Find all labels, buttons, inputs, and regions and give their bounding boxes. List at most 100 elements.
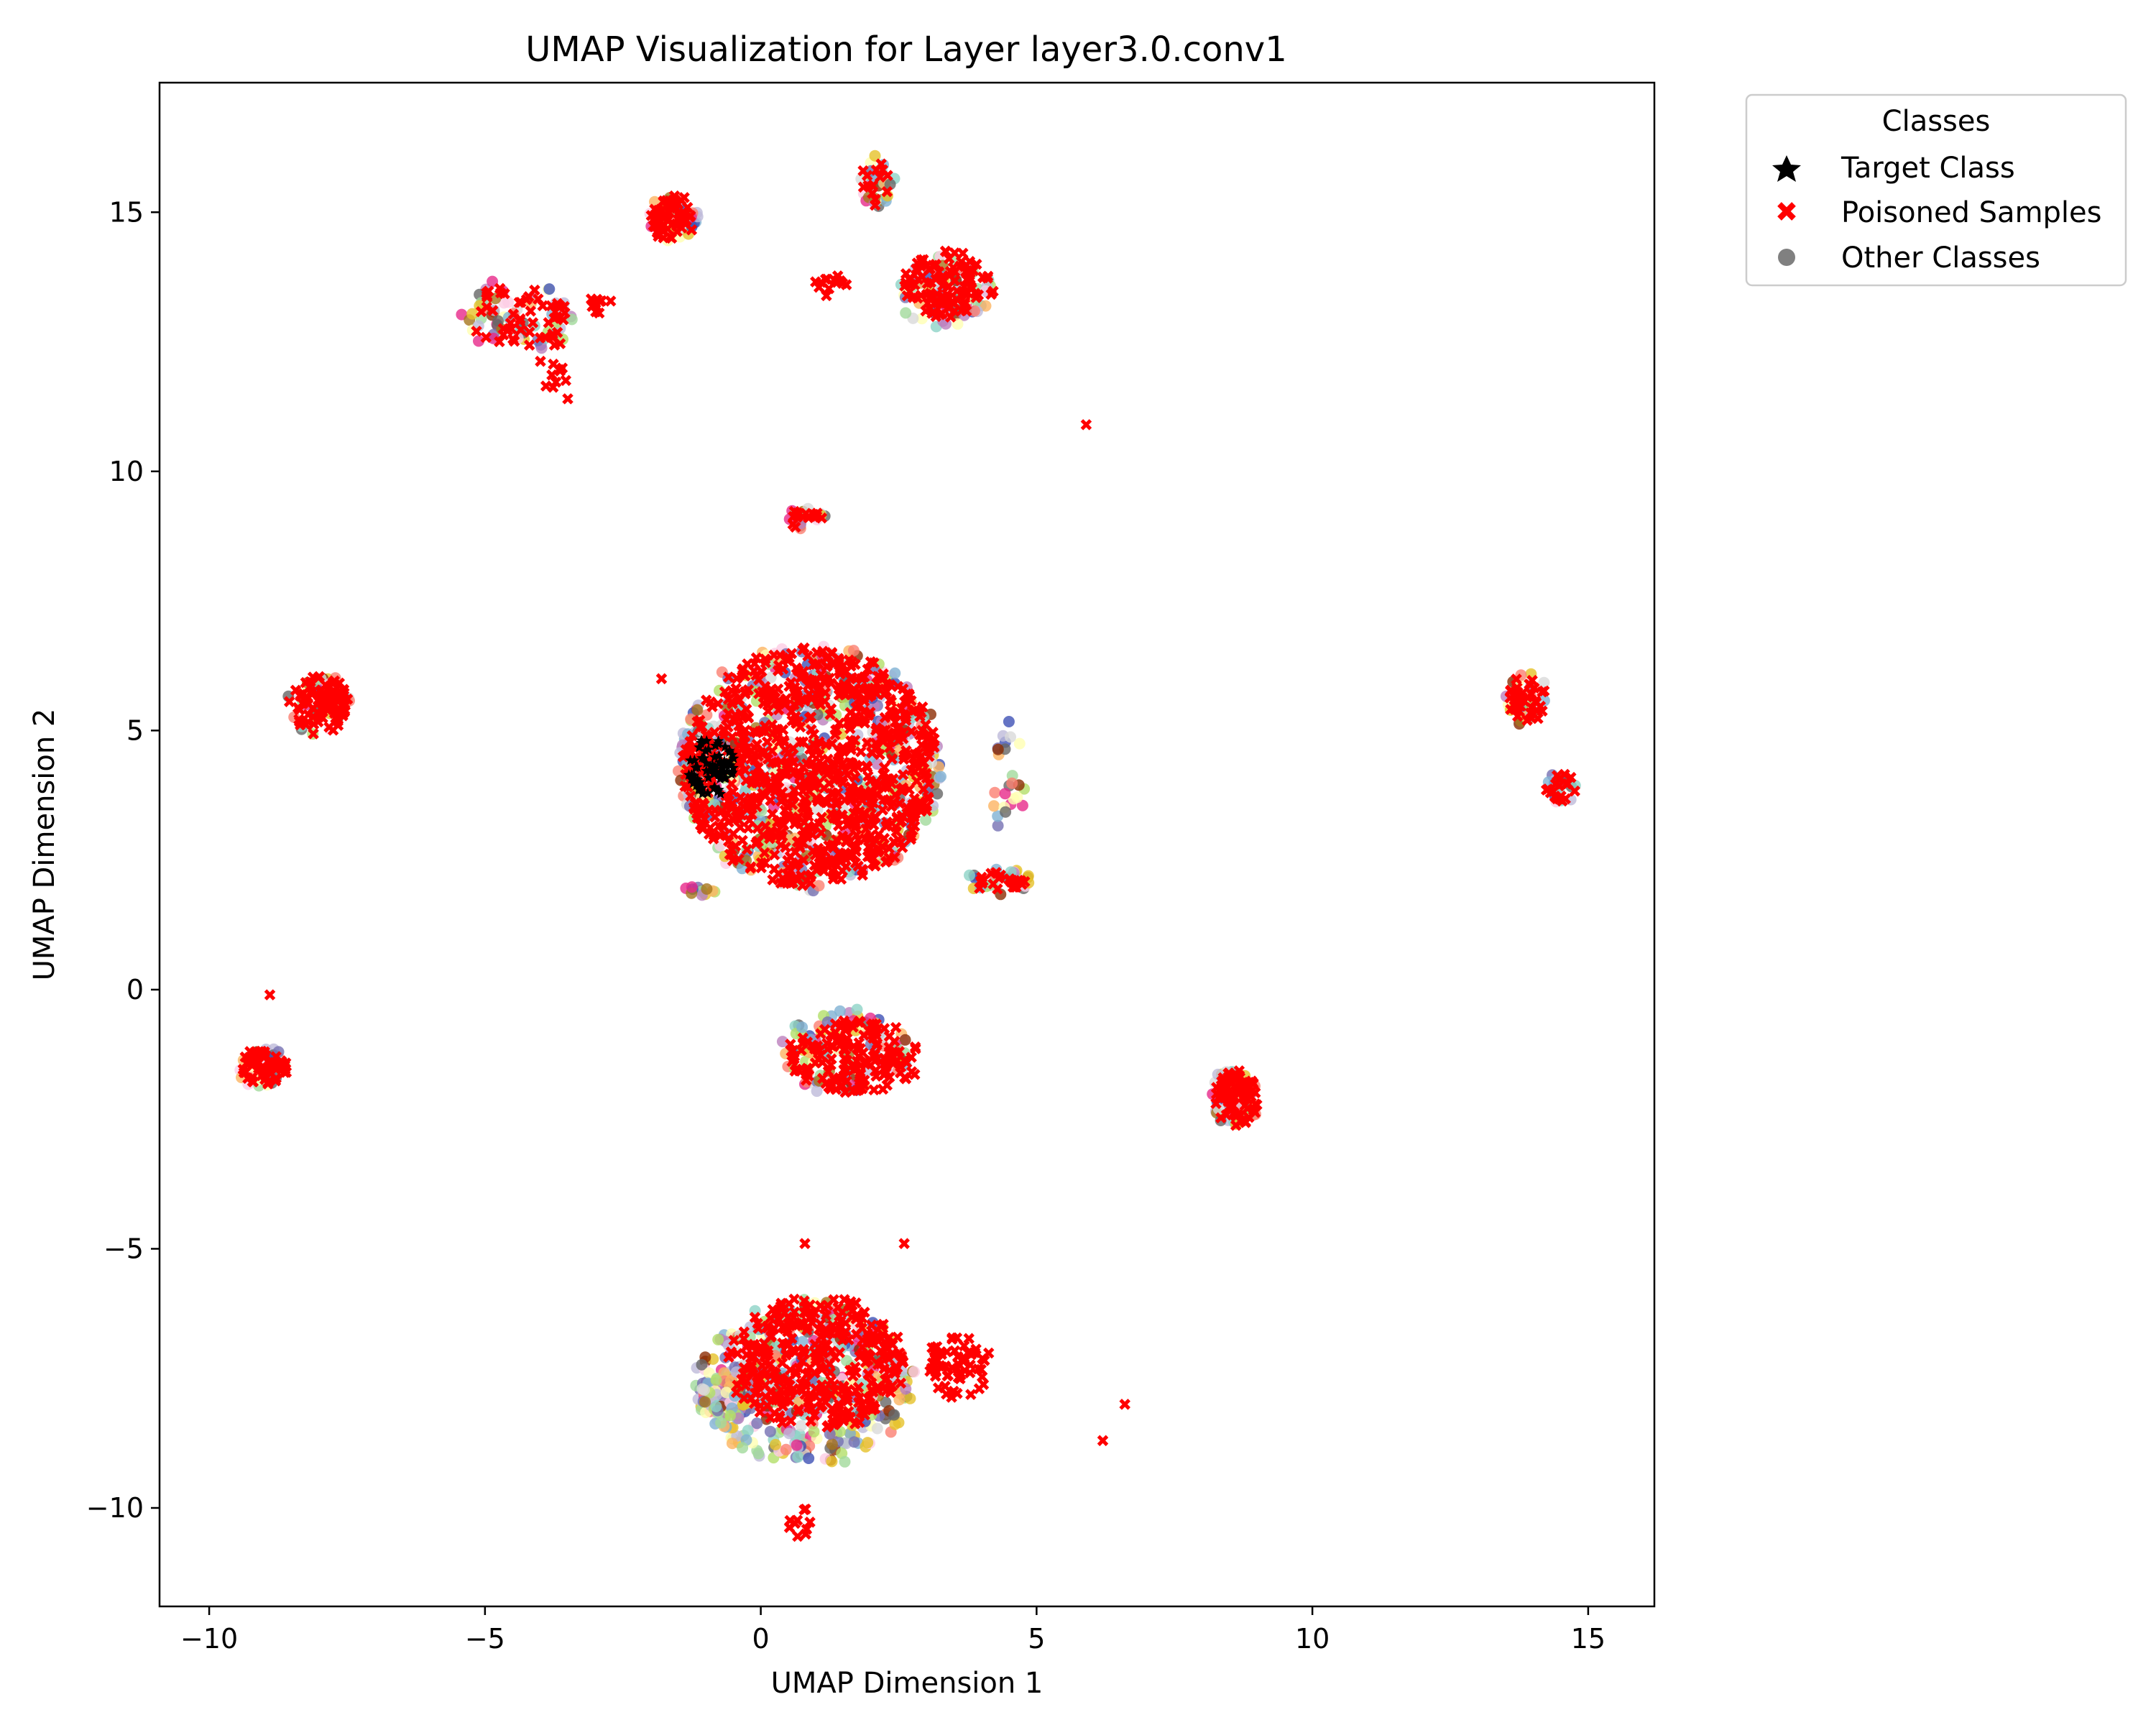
poisoned-sample-point — [761, 736, 773, 748]
poisoned-sample-point — [862, 770, 874, 782]
poisoned-sample-point — [788, 681, 801, 693]
poisoned-sample-point — [1080, 419, 1092, 431]
poisoned-sample-point — [890, 1021, 902, 1034]
poisoned-sample-point — [772, 665, 784, 676]
poisoned-sample-point — [909, 704, 921, 716]
poisoned-sample-point — [312, 707, 324, 719]
poisoned-sample-point — [558, 300, 570, 313]
poisoned-sample-point — [788, 1306, 801, 1318]
poisoned-sample-point — [868, 1084, 880, 1096]
poisoned-sample-point — [740, 775, 752, 786]
poisoned-sample-point — [848, 688, 860, 699]
poisoned-sample-point — [792, 1530, 803, 1542]
poisoned-sample-point — [774, 815, 786, 827]
target-class-point — [709, 781, 720, 792]
poisoned-sample-point — [739, 737, 751, 749]
poisoned-sample-point — [741, 1349, 752, 1361]
poisoned-sample-point — [721, 807, 732, 819]
poisoned-sample-point — [1233, 1065, 1245, 1077]
poisoned-sample-point — [865, 1319, 877, 1331]
poisoned-sample-point — [833, 755, 845, 768]
target-class-point — [702, 787, 714, 799]
poisoned-sample-point — [826, 1389, 837, 1401]
poisoned-sample-point — [883, 1047, 895, 1059]
poisoned-sample-point — [766, 826, 778, 838]
poisoned-sample-point — [760, 1379, 771, 1392]
poisoned-sample-point — [797, 644, 808, 656]
poisoned-sample-point — [811, 647, 823, 658]
poisoned-sample-point — [238, 1067, 250, 1079]
poisoned-sample-point — [733, 740, 745, 752]
poisoned-sample-point — [791, 1514, 803, 1526]
poisoned-sample-point — [814, 755, 826, 768]
poisoned-sample-point — [846, 672, 858, 684]
poisoned-sample-point — [560, 374, 572, 387]
other-class-point — [824, 1428, 836, 1440]
poisoned-sample-point — [782, 1385, 794, 1397]
poisoned-sample-point — [857, 165, 869, 177]
poisoned-sample-point — [861, 762, 873, 773]
poisoned-sample-point — [254, 1046, 266, 1058]
poisoned-sample-point — [829, 1419, 840, 1431]
poisoned-sample-point — [781, 1323, 793, 1335]
poisoned-sample-point — [884, 705, 896, 717]
target-class-point — [719, 755, 730, 766]
other-class-point — [1006, 777, 1018, 789]
target-class-point — [727, 762, 739, 773]
poisoned-sample-point — [895, 837, 907, 848]
poisoned-sample-point — [796, 1378, 807, 1389]
legend-label-target-class: Target Class — [1841, 152, 2015, 185]
target-class-point — [714, 756, 725, 768]
poisoned-sample-point — [929, 306, 940, 318]
poisoned-sample-point — [882, 170, 893, 181]
poisoned-sample-point — [885, 1056, 897, 1067]
target-class-point — [688, 776, 700, 786]
other-class-point — [770, 1438, 782, 1450]
poisoned-sample-point — [982, 272, 993, 284]
poisoned-sample-point — [819, 1024, 831, 1036]
poisoned-sample-point — [827, 788, 839, 799]
other-class-point — [696, 1358, 708, 1371]
poisoned-sample-point — [815, 827, 827, 839]
poisoned-sample-point — [909, 1069, 921, 1080]
legend: Classes Target Class Poisoned Samples Ot… — [1745, 93, 2127, 287]
poisoned-sample-point — [799, 794, 811, 806]
poisoned-sample-point — [812, 842, 824, 855]
poisoned-sample-point — [923, 793, 934, 805]
poisoned-sample-point — [275, 1055, 287, 1067]
poisoned-sample-point — [911, 775, 923, 787]
poisoned-sample-point — [779, 1307, 791, 1319]
poisoned-sample-point — [870, 193, 881, 206]
target-class-point — [691, 761, 703, 772]
poisoned-sample-point — [1538, 685, 1550, 697]
other-class-point — [869, 150, 881, 162]
legend-marker-target-star-icon — [1772, 155, 1801, 182]
other-class-point — [848, 1436, 860, 1448]
poisoned-sample-point — [885, 694, 896, 705]
poisoned-sample-point — [789, 1346, 801, 1358]
poisoned-sample-point — [870, 1029, 882, 1041]
other-class-point — [803, 1453, 815, 1464]
other-class-point — [726, 1438, 738, 1450]
poisoned-sample-point — [770, 1394, 782, 1406]
poisoned-sample-point — [788, 505, 801, 518]
other-class-point — [1013, 737, 1026, 750]
poisoned-sample-point — [745, 792, 757, 804]
poisoned-sample-point — [797, 736, 809, 748]
y-tick-label: 10 — [109, 456, 144, 487]
poisoned-sample-point — [916, 271, 928, 282]
poisoned-sample-point — [1524, 678, 1535, 690]
poisoned-sample-point — [920, 719, 931, 731]
poisoned-sample-point — [535, 355, 546, 367]
poisoned-sample-point — [732, 1348, 744, 1359]
poisoned-sample-point — [774, 1412, 786, 1424]
poisoned-sample-point — [867, 180, 879, 191]
poisoned-sample-point — [728, 1335, 740, 1346]
poisoned-sample-point — [842, 769, 853, 781]
poisoned-sample-point — [977, 1379, 990, 1390]
target-class-point — [719, 741, 731, 752]
poisoned-sample-point — [733, 809, 745, 820]
poisoned-sample-point — [714, 829, 727, 842]
